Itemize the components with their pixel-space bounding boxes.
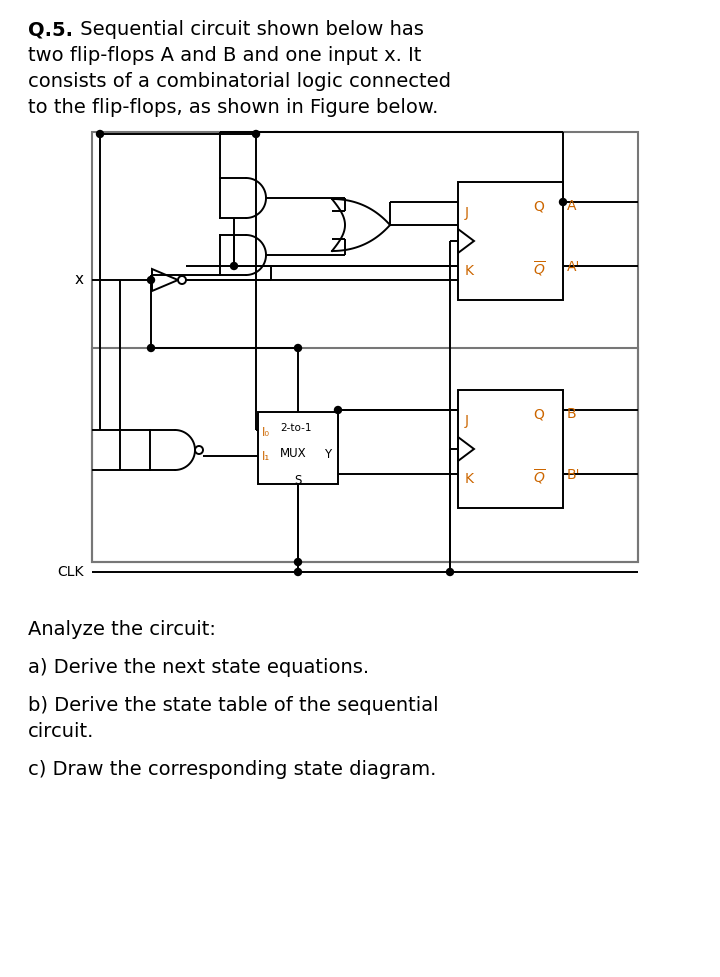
Text: to the flip-flops, as shown in Figure below.: to the flip-flops, as shown in Figure be… — [28, 98, 438, 117]
Text: I₀: I₀ — [262, 426, 270, 439]
Text: Sequential circuit shown below has: Sequential circuit shown below has — [74, 20, 424, 39]
Text: circuit.: circuit. — [28, 722, 94, 741]
Text: MUX: MUX — [280, 447, 307, 460]
Circle shape — [294, 569, 302, 575]
Text: J: J — [465, 414, 469, 428]
Text: Q: Q — [533, 199, 544, 213]
Text: b) Derive the state table of the sequential: b) Derive the state table of the sequent… — [28, 696, 438, 715]
Circle shape — [294, 345, 302, 352]
Bar — [258, 412, 338, 484]
Text: I₁: I₁ — [262, 450, 270, 463]
Text: B: B — [567, 407, 577, 421]
Text: CLK: CLK — [58, 565, 84, 579]
Circle shape — [148, 276, 155, 283]
Text: consists of a combinatorial logic connected: consists of a combinatorial logic connec… — [28, 72, 451, 91]
Text: c) Draw the corresponding state diagram.: c) Draw the corresponding state diagram. — [28, 760, 436, 779]
Bar — [458, 390, 563, 508]
Circle shape — [195, 446, 203, 454]
Text: J: J — [465, 206, 469, 220]
Bar — [92, 132, 638, 562]
Text: two flip-flops A and B and one input x. It: two flip-flops A and B and one input x. … — [28, 46, 421, 65]
Text: 2-to-1: 2-to-1 — [280, 423, 312, 433]
Text: x: x — [75, 273, 84, 287]
Circle shape — [178, 276, 186, 284]
Text: Y: Y — [324, 448, 331, 461]
Circle shape — [446, 569, 454, 575]
Circle shape — [148, 345, 155, 352]
Text: Q.5.: Q.5. — [28, 20, 73, 39]
Bar — [92, 348, 638, 562]
Circle shape — [335, 406, 341, 413]
Text: S: S — [294, 474, 302, 487]
Text: a) Derive the next state equations.: a) Derive the next state equations. — [28, 658, 369, 677]
Text: $\overline{Q}$: $\overline{Q}$ — [533, 260, 546, 279]
Text: B': B' — [567, 468, 580, 482]
Text: A: A — [567, 199, 577, 213]
Circle shape — [230, 263, 238, 270]
Text: $\overline{Q}$: $\overline{Q}$ — [533, 468, 546, 488]
Text: K: K — [465, 264, 474, 278]
Circle shape — [253, 131, 259, 138]
Text: Q: Q — [533, 407, 544, 421]
Circle shape — [96, 131, 104, 138]
Text: Analyze the circuit:: Analyze the circuit: — [28, 620, 216, 639]
Circle shape — [559, 198, 567, 205]
Text: K: K — [465, 472, 474, 486]
Circle shape — [294, 559, 302, 566]
Text: A': A' — [567, 260, 580, 274]
Bar — [458, 182, 563, 300]
